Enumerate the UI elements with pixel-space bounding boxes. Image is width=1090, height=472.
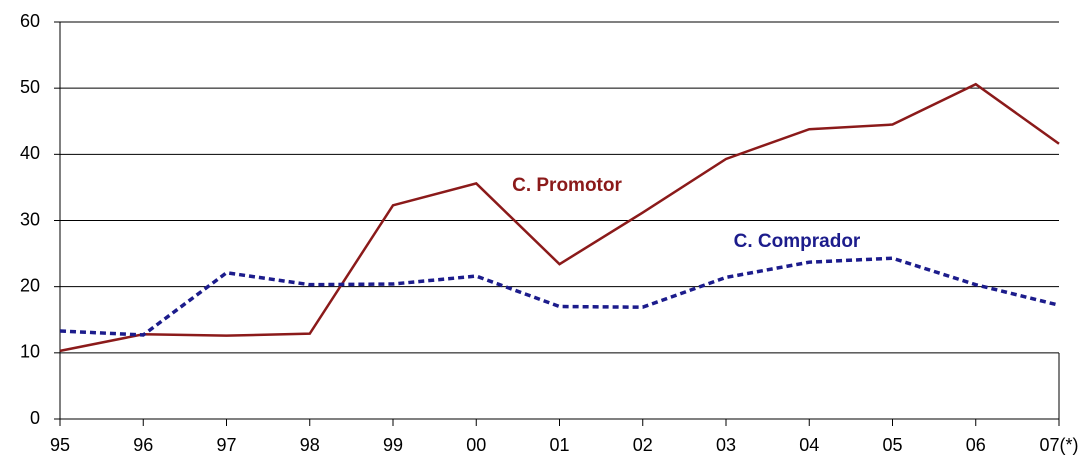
x-tick-label: 00 — [466, 435, 486, 455]
x-tick-label: 95 — [50, 435, 70, 455]
x-tick-label: 01 — [549, 435, 569, 455]
y-tick-label: 0 — [30, 408, 40, 428]
series-line — [59, 82, 1060, 353]
y-tick-label: 60 — [20, 11, 40, 31]
x-tick-label: 98 — [300, 435, 320, 455]
series-label: C. Comprador — [734, 231, 861, 252]
y-tick-label: 50 — [20, 77, 40, 97]
y-tick-label: 20 — [20, 275, 40, 295]
x-tick-label: 02 — [633, 435, 653, 455]
series-label: C. Promotor — [512, 175, 622, 196]
x-tick-label: 07(*) — [1039, 435, 1078, 455]
x-tick-label: 97 — [216, 435, 236, 455]
x-tick-label: 04 — [799, 435, 819, 455]
x-tick-label: 03 — [716, 435, 736, 455]
x-tick-label: 96 — [133, 435, 153, 455]
x-tick-label: 05 — [882, 435, 902, 455]
y-tick-label: 10 — [20, 342, 40, 362]
y-tick-label: 30 — [20, 209, 40, 229]
y-tick-label: 40 — [20, 143, 40, 163]
x-tick-label: 99 — [383, 435, 403, 455]
x-tick-label: 06 — [966, 435, 986, 455]
series-line — [59, 256, 1060, 337]
